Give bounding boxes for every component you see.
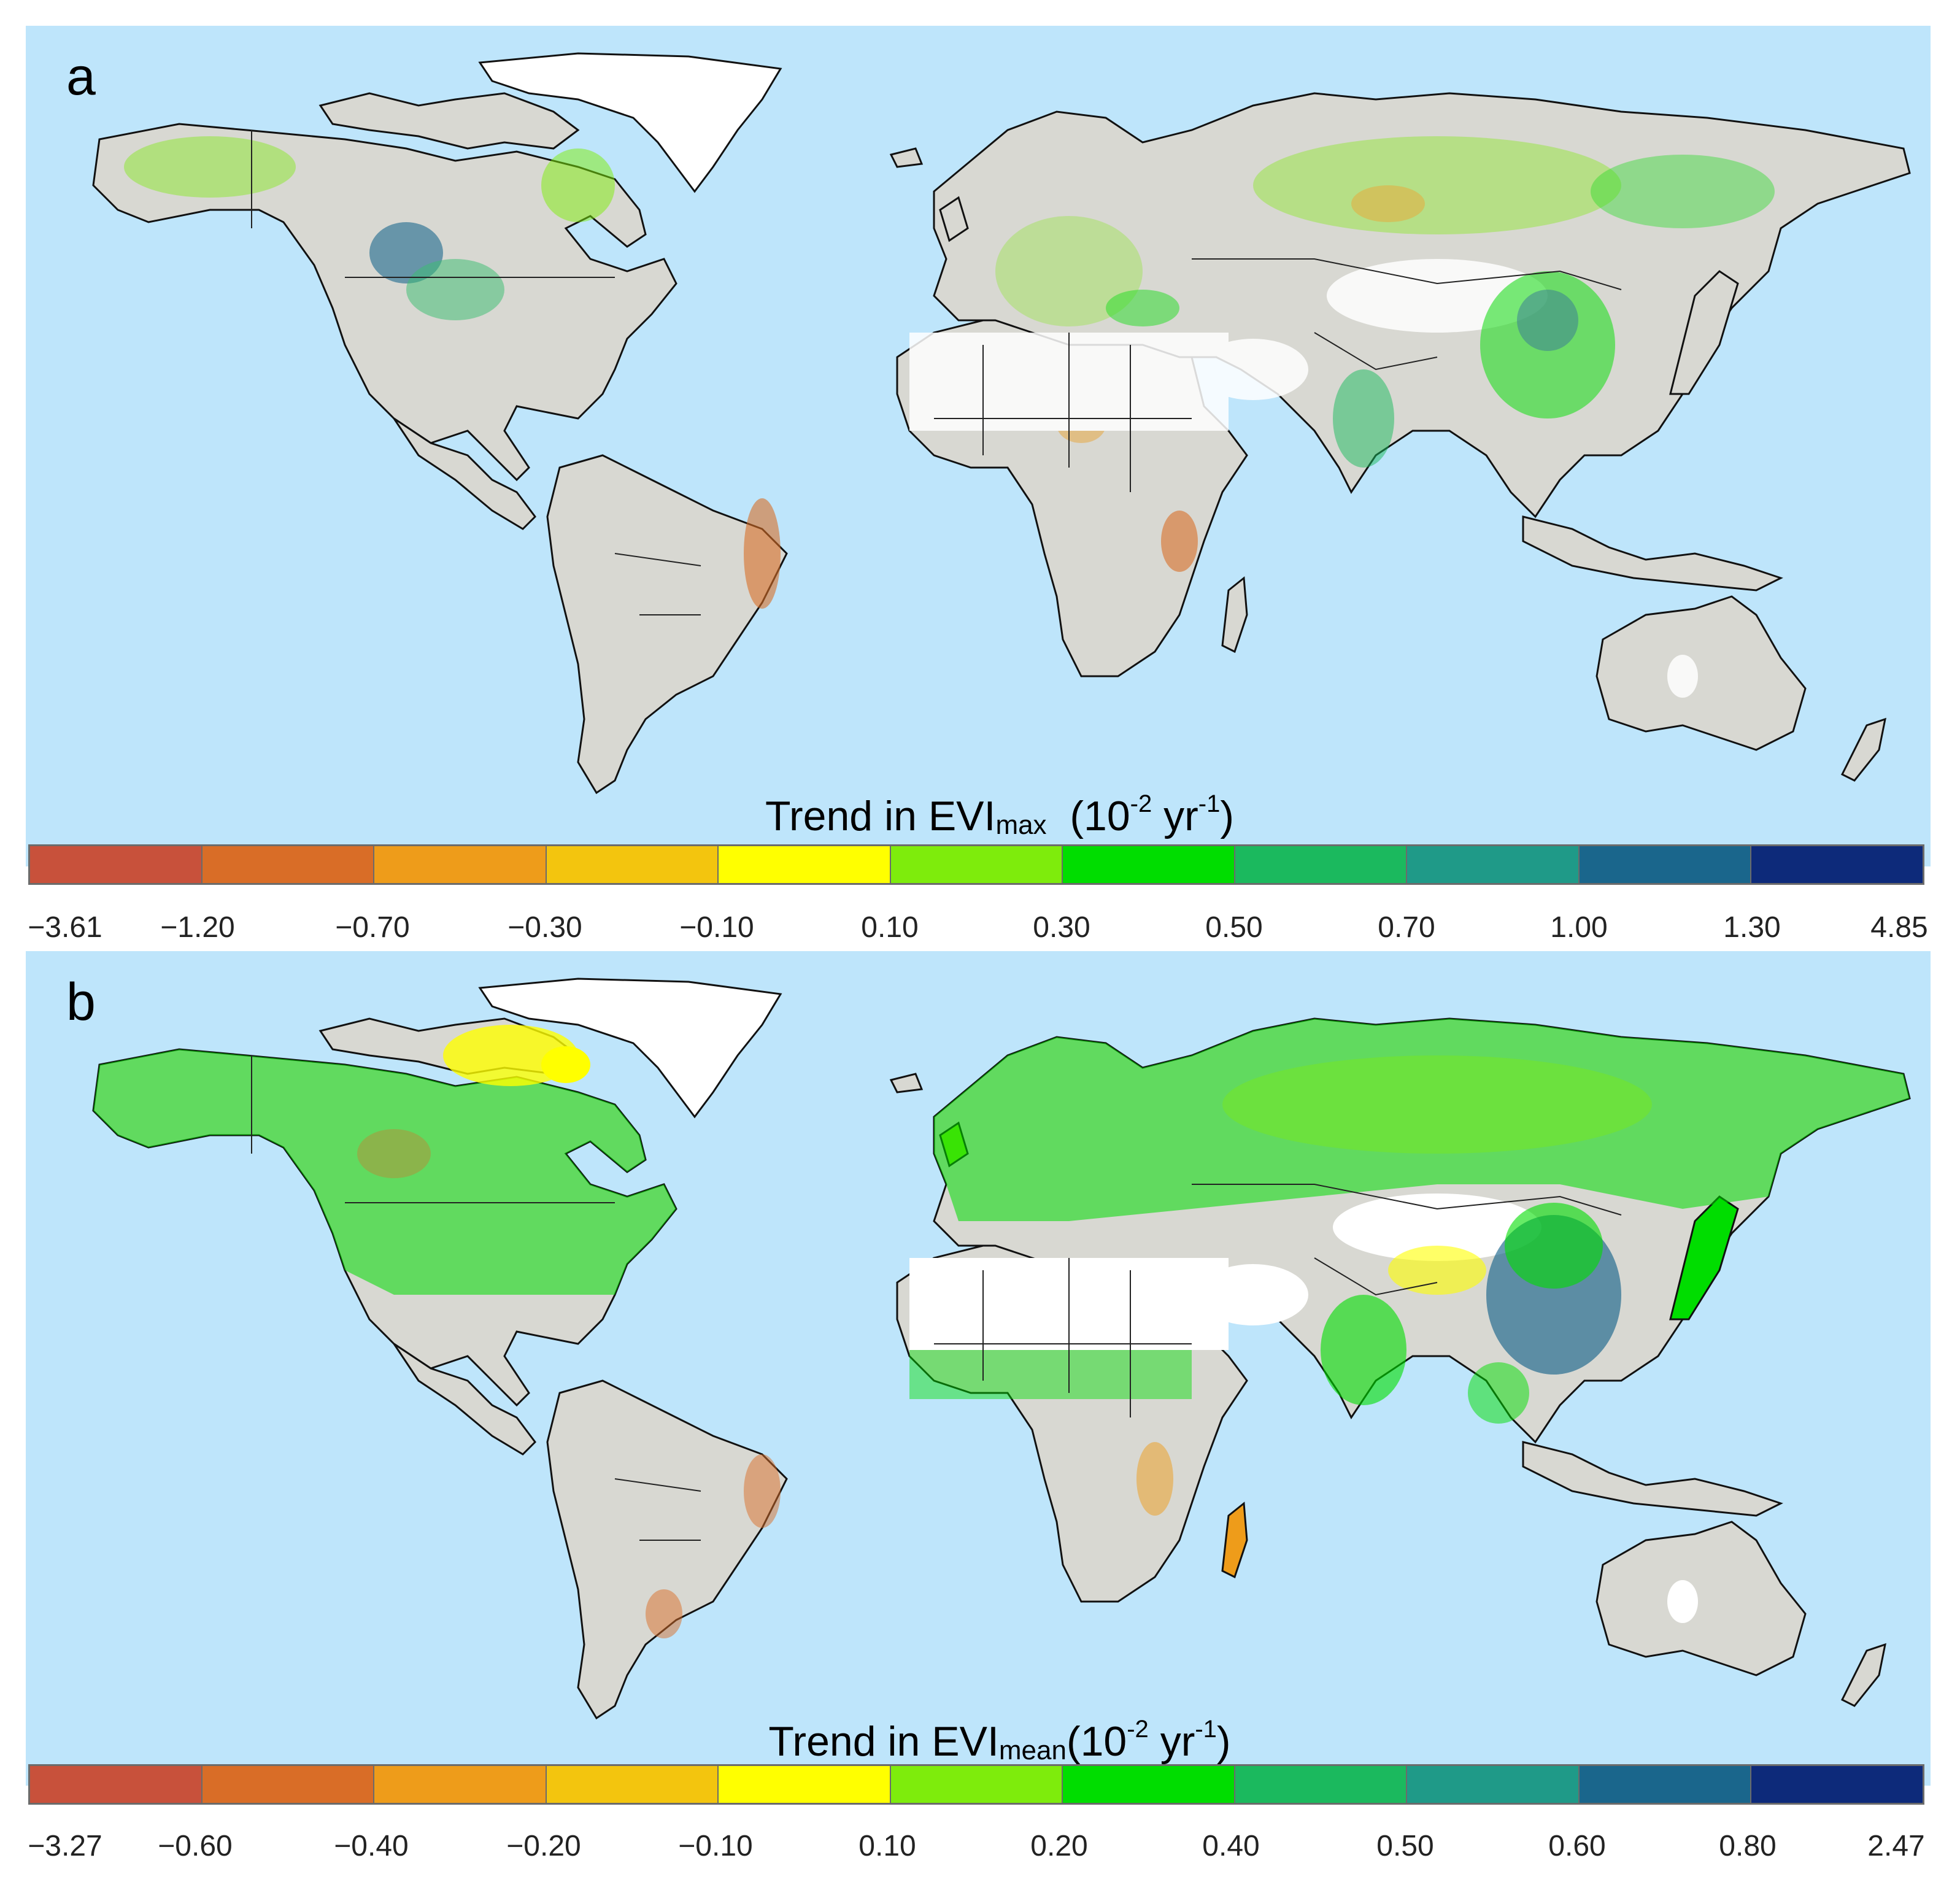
swatch-7 <box>1063 1766 1235 1803</box>
swatch-3 <box>374 846 547 883</box>
greenland <box>478 52 782 193</box>
colorbar-a <box>28 844 1924 885</box>
tick-label: −0.30 <box>507 911 582 944</box>
greenland <box>478 978 782 1119</box>
central-america <box>393 417 536 530</box>
iceland <box>889 147 924 168</box>
tick-label: 1.00 <box>1550 911 1608 944</box>
swatch-4 <box>546 846 719 883</box>
units-prefix: (10 <box>1066 1718 1127 1765</box>
se-asia-islands <box>1522 515 1783 592</box>
tick-label: −0.40 <box>334 1830 409 1862</box>
tick-label: 4.85 <box>1870 911 1928 944</box>
tick-label: 0.60 <box>1548 1830 1606 1862</box>
map-panel-a: a Trend in EVImax (10-2 yr-1) <box>26 26 1931 866</box>
tick-label: 0.40 <box>1202 1830 1260 1862</box>
swatch-8 <box>1235 846 1408 883</box>
swatch-10 <box>1579 1766 1752 1803</box>
legend-title-main: Trend in EVI <box>765 793 996 839</box>
iceland <box>889 1073 924 1093</box>
tick-label: −1.20 <box>160 911 235 944</box>
panel-label-b: b <box>66 973 96 1032</box>
units-exponent-1: -2 <box>1127 1716 1149 1743</box>
swatch-2 <box>202 1766 375 1803</box>
units-suffix: ) <box>1220 793 1234 839</box>
legend-title-subscript: max <box>995 810 1047 840</box>
swatch-6 <box>890 846 1063 883</box>
swatch-3 <box>374 1766 547 1803</box>
central-america <box>393 1343 536 1456</box>
australia <box>1595 595 1807 751</box>
units-suffix: ) <box>1216 1718 1231 1765</box>
south-america <box>546 454 788 795</box>
arctic-islands <box>318 92 580 150</box>
tick-label: −0.20 <box>506 1830 581 1862</box>
tick-label: 0.70 <box>1378 911 1435 944</box>
tick-label: 0.50 <box>1376 1830 1434 1862</box>
panel-label-a: a <box>66 47 96 106</box>
se-asia-islands <box>1522 1441 1783 1517</box>
tick-label: 0.80 <box>1719 1830 1777 1862</box>
swatch-2 <box>202 846 375 883</box>
swatch-1 <box>30 846 203 883</box>
map-panel-b: b Trend in EVImean(10-2 yr-1) <box>26 951 1931 1786</box>
swatch-5 <box>719 1766 891 1803</box>
south-america <box>546 1379 788 1720</box>
swatch-9 <box>1407 846 1580 883</box>
country-borders <box>251 130 1622 615</box>
tick-label: 0.10 <box>858 1830 916 1862</box>
tick-label: −0.70 <box>335 911 410 944</box>
trend-patches <box>93 1019 1910 1638</box>
tick-label: 0.10 <box>861 911 919 944</box>
legend-title-subscript: mean <box>998 1735 1067 1765</box>
colorbar-ticks-b: −3.27 −0.60 −0.40 −0.20 −0.10 0.10 0.20 … <box>0 1832 1960 1869</box>
world-map-evi-mean <box>92 978 1911 1720</box>
units-prefix: (10 <box>1070 793 1130 839</box>
tick-label: −0.10 <box>679 911 754 944</box>
colorbar-ticks-a: −3.61 −1.20 −0.70 −0.30 −0.10 0.10 0.30 … <box>0 913 1960 950</box>
world-map-evi-max <box>92 52 1911 795</box>
swatch-4 <box>546 1766 719 1803</box>
colorbar-b <box>28 1764 1924 1805</box>
units-exponent-2: -1 <box>1195 1716 1217 1743</box>
units-mid: yr <box>1152 793 1198 839</box>
swatch-1 <box>30 1766 203 1803</box>
tick-label: 0.50 <box>1205 911 1263 944</box>
new-zealand <box>1840 717 1886 782</box>
swatch-7 <box>1063 846 1235 883</box>
units-exponent-2: -1 <box>1198 790 1221 817</box>
tick-label: 0.20 <box>1030 1830 1088 1862</box>
swatch-6 <box>890 1766 1063 1803</box>
units-exponent-1: -2 <box>1130 790 1152 817</box>
japan <box>1669 270 1739 395</box>
swatch-11 <box>1751 846 1923 883</box>
tick-label: 0.30 <box>1033 911 1090 944</box>
units-mid: yr <box>1148 1718 1195 1765</box>
tick-label: −0.60 <box>158 1830 233 1862</box>
british-isles <box>939 196 969 242</box>
tick-label: 2.47 <box>1867 1830 1925 1862</box>
swatch-8 <box>1235 1766 1408 1803</box>
swatch-10 <box>1579 846 1752 883</box>
swatch-11 <box>1751 1766 1923 1803</box>
madagascar <box>1221 1502 1248 1579</box>
swatch-9 <box>1407 1766 1580 1803</box>
tick-label: −0.10 <box>678 1830 753 1862</box>
new-zealand <box>1840 1643 1886 1707</box>
country-borders <box>251 1055 1622 1541</box>
tick-label: −3.27 <box>28 1830 102 1862</box>
legend-title-a: Trend in EVImax (10-2 yr-1) <box>26 792 1931 839</box>
swatch-5 <box>719 846 891 883</box>
legend-title-main: Trend in EVI <box>768 1718 999 1765</box>
tick-label: 1.30 <box>1723 911 1781 944</box>
legend-title-b: Trend in EVImean(10-2 yr-1) <box>26 1717 1931 1764</box>
tick-label: −3.61 <box>28 911 102 944</box>
australia <box>1595 1521 1807 1676</box>
madagascar <box>1221 576 1248 654</box>
